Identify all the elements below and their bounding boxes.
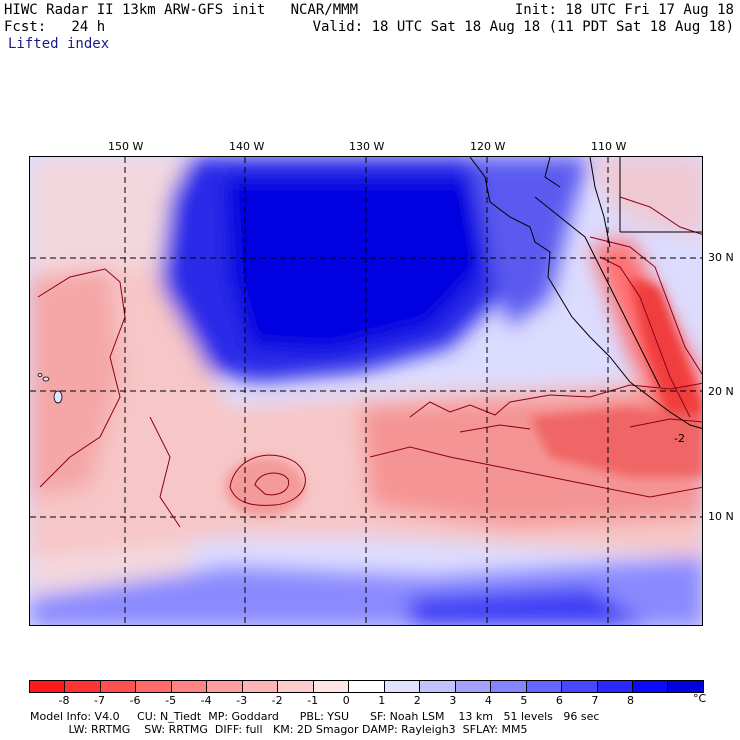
colorbar-tick-label: 7 [591,694,599,707]
colorbar-tick-label: 3 [449,694,457,707]
colorbar-unit: °C [693,692,707,705]
colorbar-swatch [383,681,420,692]
colorbar [29,680,704,693]
lon-label-140w: 140 W [229,140,265,153]
colorbar-tick-label: -2 [271,694,283,707]
colorbar-tick-label: -7 [94,694,106,707]
model-info-line2: LW: RRTMG SW: RRTMG DIFF: full KM: 2D Sm… [30,723,528,736]
colorbar-tick-label: 0 [342,694,350,707]
colorbar-tick-label: -8 [58,694,70,707]
colorbar-swatch [667,681,703,692]
model-info-line1: Model Info: V4.0 CU: N_Tiedt MP: Goddard… [30,710,600,723]
colorbar-swatch [419,681,455,692]
forecast-hour: Fcst: 24 h [4,19,106,35]
colorbar-swatch [30,681,65,692]
colorbar-tick-label: -6 [129,694,141,707]
field-name: Lifted index [8,36,110,52]
colorbar-tick-label: -4 [200,694,212,707]
lat-label-20n: 20 N [708,385,734,398]
colorbar-tick-label: 1 [378,694,386,707]
colorbar-tick-label: 6 [555,694,563,707]
colorbar-swatch [241,681,278,692]
valid-time: Valid: 18 UTC Sat 18 Aug 18 (11 PDT Sat … [312,19,734,35]
colorbar-swatch [64,681,100,692]
colorbar-tick-label: -3 [236,694,248,707]
colorbar-tick-label: 4 [484,694,492,707]
colorbar-swatch [490,681,526,692]
colorbar-swatch [454,681,491,692]
init-time: Init: 18 UTC Fri 17 Aug 18 [514,2,734,18]
lon-label-120w: 120 W [470,140,506,153]
colorbar-swatch [631,681,668,692]
colorbar-swatch [170,681,207,692]
colorbar-tick-label: -1 [307,694,319,707]
lat-label-10n: 10 N [708,510,734,523]
colorbar-swatch [135,681,171,692]
colorbar-tick-label: -5 [165,694,177,707]
colorbar-swatch [277,681,313,692]
contour-label: -2 [674,432,685,445]
colorbar-swatch [348,681,384,692]
lon-label-150w: 150 W [108,140,144,153]
colorbar-swatch [312,681,349,692]
lifted-index-map: -2 [29,156,703,626]
colorbar-swatch [596,681,632,692]
colorbar-tick-label: 5 [520,694,528,707]
lon-label-130w: 130 W [349,140,385,153]
colorbar-swatch [561,681,597,692]
colorbar-swatch [99,681,136,692]
colorbar-swatch [206,681,242,692]
colorbar-swatch [525,681,562,692]
colorbar-tick-label: 8 [626,694,634,707]
lat-label-30n: 30 N [708,251,734,264]
colorbar-tick-label: 2 [413,694,421,707]
lon-label-110w: 110 W [591,140,627,153]
model-title: HIWC Radar II 13km ARW-GFS init NCAR/MMM [4,2,359,18]
